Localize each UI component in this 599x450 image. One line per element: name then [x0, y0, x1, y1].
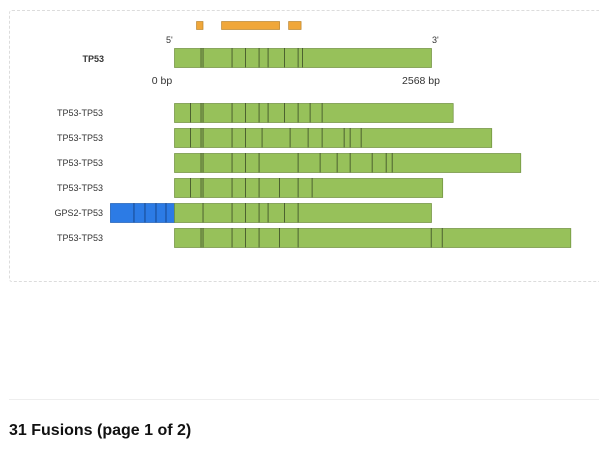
- fusion-body: [174, 228, 572, 248]
- end-bp-label: 2568 bp: [402, 75, 440, 87]
- domain-box-1: [196, 21, 204, 30]
- fusion-label: GPS2-TP53: [54, 208, 103, 218]
- fusion-partner-body: [110, 203, 175, 223]
- fusion-label: TP53-TP53: [57, 158, 103, 168]
- fusion-body: [174, 203, 432, 223]
- domain-box-3: [288, 21, 302, 30]
- three-prime-label: 3': [432, 35, 439, 45]
- domain-box-2: [221, 21, 280, 30]
- fusion-diagram: 5' 3' TP53 0 bp 2568 bp TP53-TP53 TP53-TP53 TP5…: [54, 21, 572, 248]
- fusion-body: [174, 103, 454, 123]
- section-divider: [9, 399, 599, 400]
- fusion-label: TP53-TP53: [57, 108, 103, 118]
- gene-name-label: TP53: [82, 54, 104, 64]
- fusion-body: [174, 153, 522, 173]
- fusion-label: TP53-TP53: [57, 233, 103, 243]
- start-bp-label: 0 bp: [152, 75, 173, 87]
- fusion-label: TP53-TP53: [57, 183, 103, 193]
- fusion-body: [174, 178, 444, 198]
- five-prime-label: 5': [166, 35, 173, 45]
- fusion-count-heading: 31 Fusions (page 1 of 2): [9, 422, 192, 439]
- fusion-label: TP53-TP53: [57, 133, 103, 143]
- fusion-diagram-panel: 5' 3' TP53 0 bp 2568 bp TP53-TP53 TP53-TP53 TP5…: [9, 10, 599, 282]
- fusion-body: [174, 128, 493, 148]
